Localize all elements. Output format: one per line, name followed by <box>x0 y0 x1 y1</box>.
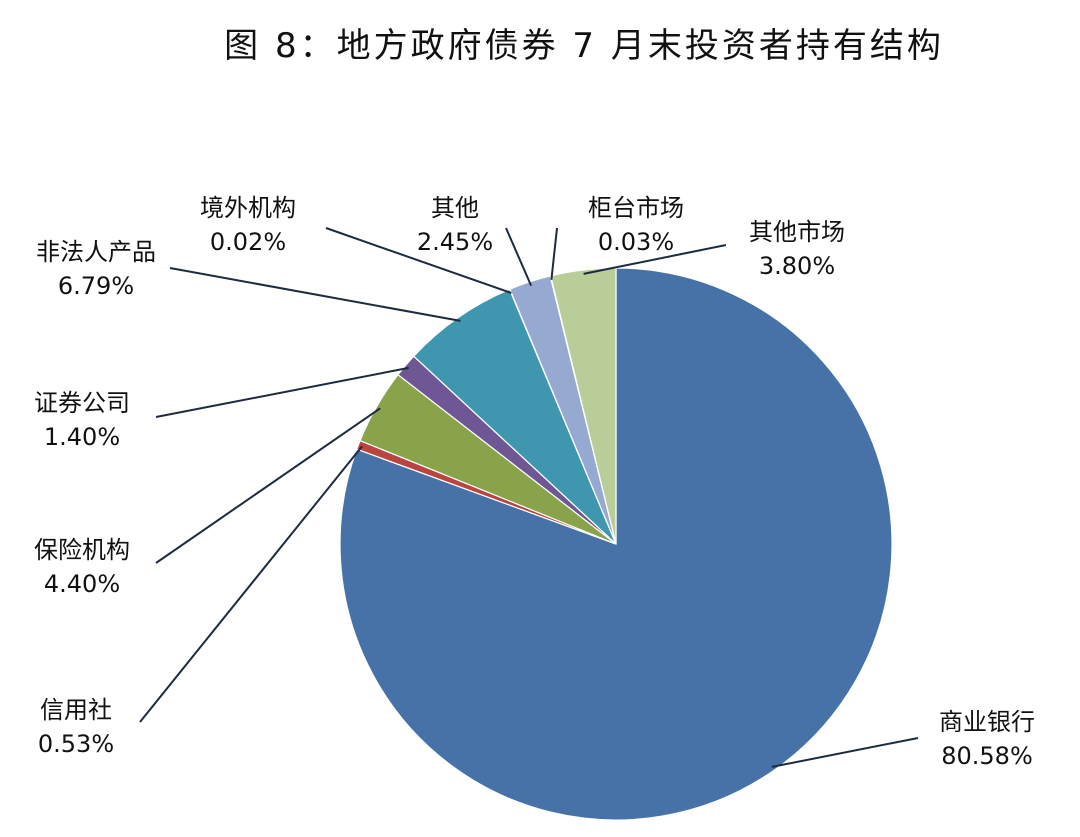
leader-line <box>155 366 409 418</box>
leader-line <box>505 227 533 286</box>
slice-value-label: 4.40% <box>44 570 120 598</box>
leader-line <box>169 267 461 322</box>
leader-line <box>771 737 919 768</box>
slice-name-label: 其他市场 <box>749 218 845 246</box>
leader-line <box>550 227 558 280</box>
slice-value-label: 0.03% <box>598 228 674 256</box>
slice-name-label: 证券公司 <box>34 389 130 417</box>
pie-slice <box>412 288 617 545</box>
leader-line <box>583 244 727 275</box>
slice-value-label: 1.40% <box>44 423 120 451</box>
slice-name-label: 柜台市场 <box>588 194 684 222</box>
slice-name-label: 商业银行 <box>939 708 1035 736</box>
pie-slice <box>339 267 893 821</box>
slice-name-label: 境外机构 <box>200 194 296 222</box>
slice-name-label: 其他 <box>431 194 479 222</box>
slice-name-label: 保险机构 <box>34 536 130 564</box>
leader-line <box>155 407 381 564</box>
slice-value-label: 2.45% <box>417 228 493 256</box>
leader-line <box>325 227 512 294</box>
slice-name-label: 信用社 <box>40 696 112 724</box>
slice-value-label: 80.58% <box>941 742 1033 770</box>
slice-value-label: 3.80% <box>759 252 835 280</box>
slice-value-label: 0.02% <box>210 228 286 256</box>
leader-line <box>139 445 363 723</box>
chart-title: 图 8：地方政府债券 7 月末投资者持有结构 <box>224 26 944 66</box>
slice-value-label: 6.79% <box>58 272 134 300</box>
slice-value-label: 0.53% <box>38 730 114 758</box>
slice-name-label: 非法人产品 <box>36 238 156 266</box>
